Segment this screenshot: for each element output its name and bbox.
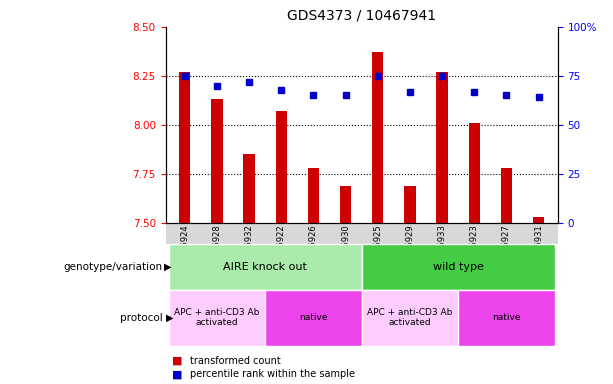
Bar: [468, 123, 480, 223]
Text: ■: ■: [172, 369, 182, 379]
Text: APC + anti-CD3 Ab
activated: APC + anti-CD3 Ab activated: [367, 308, 452, 328]
Bar: [405, 185, 416, 223]
Text: APC + anti-CD3 Ab
activated: APC + anti-CD3 Ab activated: [174, 308, 260, 328]
Bar: [179, 72, 191, 223]
Text: genotype/variation: genotype/variation: [63, 262, 162, 272]
Bar: [243, 154, 255, 223]
Text: native: native: [492, 313, 520, 322]
Bar: [211, 99, 223, 223]
Text: ▶: ▶: [164, 262, 172, 272]
Bar: [308, 168, 319, 223]
Text: protocol: protocol: [120, 313, 162, 323]
Bar: [533, 217, 544, 223]
Text: wild type: wild type: [433, 262, 484, 272]
Text: ▶: ▶: [166, 313, 173, 323]
Bar: [501, 168, 512, 223]
Text: ■: ■: [172, 356, 182, 366]
Text: percentile rank within the sample: percentile rank within the sample: [190, 369, 355, 379]
Bar: [340, 185, 351, 223]
Text: native: native: [299, 313, 328, 322]
Bar: [276, 111, 287, 223]
Title: GDS4373 / 10467941: GDS4373 / 10467941: [287, 9, 436, 23]
Bar: [436, 72, 447, 223]
Text: transformed count: transformed count: [190, 356, 281, 366]
Text: AIRE knock out: AIRE knock out: [223, 262, 307, 272]
Bar: [372, 52, 383, 223]
